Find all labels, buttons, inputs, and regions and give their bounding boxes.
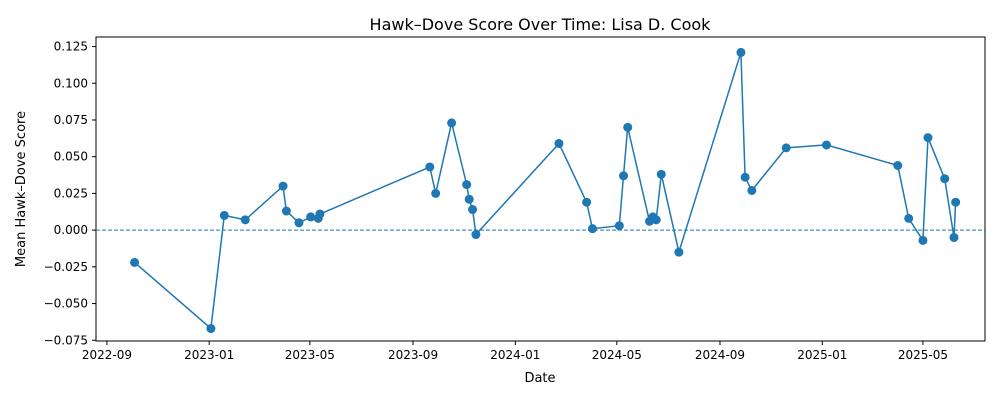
data-point bbox=[582, 197, 592, 207]
data-point bbox=[781, 143, 791, 153]
data-point bbox=[425, 162, 435, 172]
data-point bbox=[281, 206, 291, 216]
x-axis-label: Date bbox=[524, 371, 555, 386]
x-tick-label: 2023-09 bbox=[388, 348, 438, 362]
data-point bbox=[219, 210, 229, 220]
data-point bbox=[918, 235, 928, 245]
chart-title: Hawk–Dove Score Over Time: Lisa D. Cook bbox=[370, 15, 712, 34]
y-tick-label: −0.025 bbox=[44, 260, 88, 274]
plot-area bbox=[95, 36, 986, 342]
x-tick-label: 2025-05 bbox=[898, 348, 948, 362]
y-tick-label: 0.125 bbox=[54, 40, 88, 54]
y-tick-label: 0.075 bbox=[54, 113, 88, 127]
data-point bbox=[674, 247, 684, 257]
data-point bbox=[447, 118, 457, 128]
x-tick-label: 2024-05 bbox=[592, 348, 642, 362]
y-tick-label: 0.050 bbox=[54, 150, 88, 164]
data-point bbox=[736, 47, 746, 57]
y-tick-label: −0.075 bbox=[44, 333, 88, 347]
data-point bbox=[951, 197, 961, 207]
y-tick-label: −0.050 bbox=[44, 297, 88, 311]
data-point bbox=[464, 194, 474, 204]
data-point bbox=[821, 140, 831, 150]
series-line bbox=[134, 52, 957, 330]
data-point bbox=[587, 224, 597, 234]
data-point bbox=[747, 185, 757, 195]
y-tick-label: 0.100 bbox=[54, 76, 88, 90]
data-point bbox=[431, 188, 441, 198]
data-point bbox=[240, 215, 250, 225]
data-point bbox=[656, 169, 666, 179]
data-point bbox=[614, 221, 624, 231]
data-point bbox=[462, 180, 472, 190]
plot-frame bbox=[95, 36, 986, 342]
x-tick-label: 2025-01 bbox=[797, 348, 847, 362]
data-point bbox=[940, 174, 950, 184]
data-point bbox=[554, 138, 564, 148]
data-point bbox=[904, 213, 914, 223]
data-point bbox=[923, 133, 933, 143]
x-tick-label: 2023-01 bbox=[184, 348, 234, 362]
data-point bbox=[306, 212, 316, 222]
x-tick-label: 2024-09 bbox=[695, 348, 745, 362]
x-tick-label: 2023-05 bbox=[285, 348, 335, 362]
data-point bbox=[619, 171, 629, 181]
data-point bbox=[468, 205, 478, 215]
data-point bbox=[206, 324, 216, 334]
data-point bbox=[651, 215, 661, 225]
x-tick-label: 2022-09 bbox=[82, 348, 132, 362]
data-point bbox=[623, 122, 633, 132]
data-point bbox=[315, 209, 325, 219]
data-point bbox=[471, 230, 481, 240]
y-tick-label: 0.025 bbox=[54, 186, 88, 200]
data-point bbox=[130, 257, 140, 267]
data-point bbox=[740, 172, 750, 182]
y-tick-label: 0.000 bbox=[54, 223, 88, 237]
y-axis-label: Mean Hawk–Dove Score bbox=[14, 111, 29, 267]
data-point bbox=[294, 218, 304, 228]
data-markers bbox=[130, 47, 961, 334]
data-point bbox=[949, 232, 959, 242]
x-axis-ticks: 2022-09 2023-01 2023-05 2023-09 2024-01 2024-… bbox=[82, 341, 948, 362]
x-tick-label: 2024-01 bbox=[490, 348, 540, 362]
data-point bbox=[893, 161, 903, 171]
y-axis-ticks: −0.075 −0.050 −0.025 0.000 0.025 0.050 0.075 0.… bbox=[44, 40, 96, 347]
data-point bbox=[278, 181, 288, 191]
